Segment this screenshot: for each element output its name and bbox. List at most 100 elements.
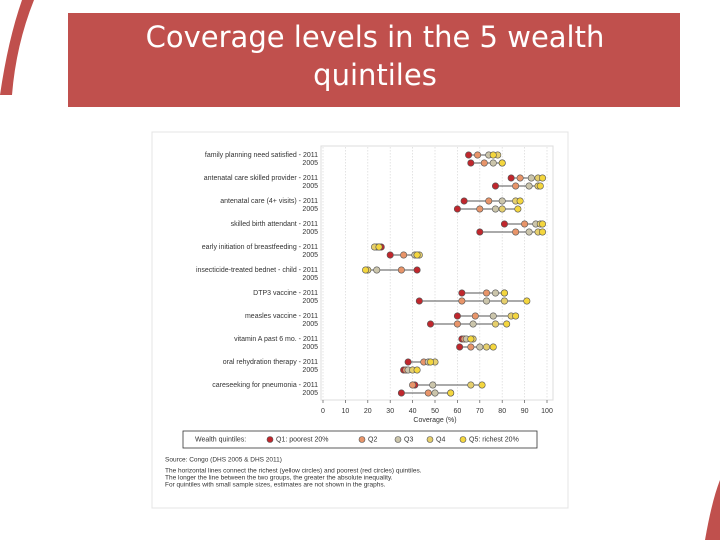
dot — [424, 389, 432, 397]
dot — [431, 389, 439, 397]
row-label: 2005 — [302, 206, 318, 213]
row-label: 2005 — [302, 390, 318, 397]
row-label: 2005 — [302, 321, 318, 328]
row-label: antenatal care (4+ visits) - 2011 — [220, 198, 318, 205]
dot — [491, 182, 499, 190]
legend-label: Q4 — [436, 436, 445, 443]
legend-swatch — [358, 436, 366, 443]
dot — [460, 197, 468, 205]
dot — [415, 297, 423, 305]
dot — [474, 151, 482, 159]
row-label: 2005 — [302, 275, 318, 282]
row-label: insecticide-treated bednet - child - 201… — [196, 267, 318, 274]
legend-swatch — [459, 436, 467, 443]
dot — [458, 297, 466, 305]
dot — [498, 205, 506, 213]
dot — [476, 228, 484, 236]
dot — [453, 312, 461, 320]
dot — [489, 151, 497, 159]
dot — [467, 343, 475, 351]
dot — [465, 151, 473, 159]
x-tick-label: 0 — [321, 408, 325, 415]
dot — [397, 389, 405, 397]
dot — [525, 182, 533, 190]
dot — [539, 220, 547, 228]
dot — [539, 174, 547, 182]
legend-swatch — [426, 436, 434, 443]
dot — [409, 381, 417, 389]
dot — [458, 289, 466, 297]
x-axis-label: Coverage (%) — [413, 417, 456, 424]
row-label: 2005 — [302, 229, 318, 236]
note: The horizontal lines connect the richest… — [165, 468, 422, 475]
dot — [483, 343, 491, 351]
dot — [467, 381, 475, 389]
row-label: 2005 — [302, 160, 318, 167]
dot — [427, 320, 435, 328]
dot — [527, 174, 535, 182]
legend-label: Q5: richest 20% — [469, 436, 519, 443]
x-tick-label: 10 — [342, 408, 350, 415]
legend-swatch — [266, 436, 274, 443]
dot — [485, 197, 493, 205]
x-tick-label: 20 — [364, 408, 372, 415]
dot — [467, 159, 475, 167]
dot — [413, 251, 421, 259]
row-label: 2005 — [302, 252, 318, 259]
row-label: careseeking for pneumonia - 2011 — [212, 382, 318, 389]
row-label: vitamin A past 6 mo. - 2011 — [234, 336, 318, 343]
dot — [375, 243, 383, 251]
legend-swatch — [394, 436, 402, 443]
dot — [476, 343, 484, 351]
row-label: oral rehydration therapy - 2011 — [223, 359, 318, 366]
dot — [483, 289, 491, 297]
legend-label: Q2 — [368, 436, 377, 443]
note: The longer the line between the two grou… — [165, 475, 393, 482]
x-tick-label: 60 — [454, 408, 462, 415]
dot — [427, 358, 435, 366]
dot — [386, 251, 394, 259]
dot — [483, 297, 491, 305]
dot — [413, 366, 421, 374]
dot — [512, 312, 520, 320]
dot — [489, 312, 497, 320]
dot — [456, 343, 464, 351]
dot — [489, 343, 497, 351]
dot — [525, 228, 533, 236]
dot — [516, 197, 524, 205]
dot — [491, 289, 499, 297]
dot — [500, 220, 508, 228]
dot — [400, 251, 408, 259]
decoration — [0, 0, 34, 95]
dot — [469, 320, 477, 328]
dot — [539, 228, 547, 236]
dot — [536, 182, 544, 190]
row-label: 2005 — [302, 298, 318, 305]
dot — [489, 159, 497, 167]
dot — [521, 220, 529, 228]
dot — [491, 320, 499, 328]
dot — [453, 320, 461, 328]
dot — [467, 335, 475, 343]
legend-label: Q1: poorest 20% — [276, 436, 329, 443]
slide-title: Coverage levels in the 5 wealth quintile… — [145, 20, 605, 92]
x-tick-label: 100 — [541, 408, 553, 415]
legend-label: Q3 — [404, 436, 413, 443]
row-label: measles vaccine - 2011 — [245, 313, 318, 320]
row-label: 2005 — [302, 367, 318, 374]
dot — [362, 266, 370, 274]
note: For quintiles with small sample sizes, e… — [165, 482, 386, 489]
x-tick-label: 90 — [521, 408, 529, 415]
title-banner — [68, 13, 680, 107]
row-label: 2005 — [302, 344, 318, 351]
dot — [498, 159, 506, 167]
dot — [512, 182, 520, 190]
x-tick-label: 30 — [386, 408, 394, 415]
dot — [476, 205, 484, 213]
row-label: skilled birth attendant - 2011 — [231, 221, 319, 228]
dot — [503, 320, 511, 328]
dot — [404, 358, 412, 366]
dot — [453, 205, 461, 213]
dot — [480, 159, 488, 167]
row-label: 2005 — [302, 183, 318, 190]
